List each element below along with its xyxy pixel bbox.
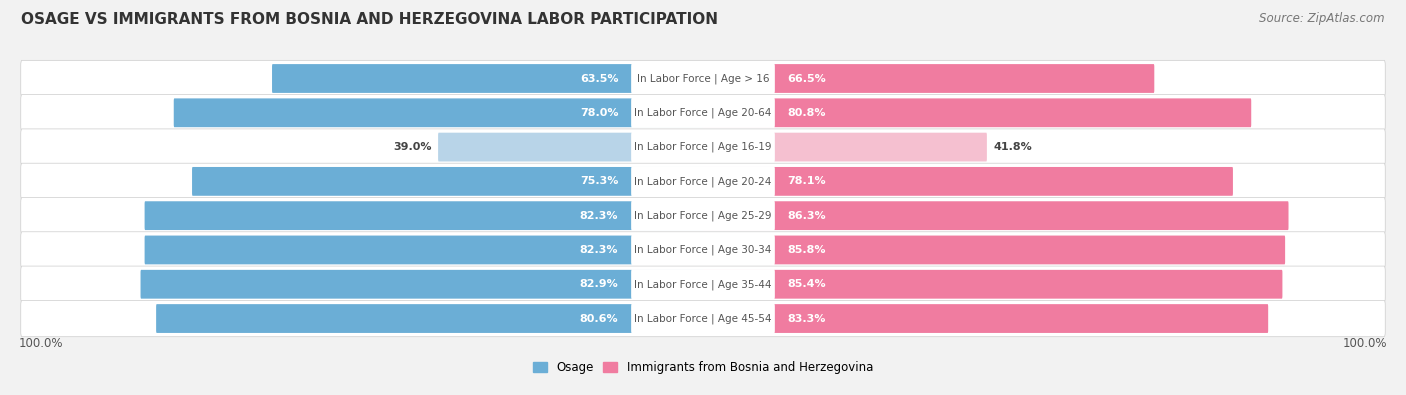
FancyBboxPatch shape xyxy=(439,133,703,162)
FancyBboxPatch shape xyxy=(703,304,1268,333)
Text: 85.8%: 85.8% xyxy=(787,245,827,255)
Text: 78.0%: 78.0% xyxy=(579,108,619,118)
FancyBboxPatch shape xyxy=(703,270,1282,299)
Text: In Labor Force | Age > 16: In Labor Force | Age > 16 xyxy=(637,73,769,84)
Text: In Labor Force | Age 30-34: In Labor Force | Age 30-34 xyxy=(634,245,772,255)
FancyBboxPatch shape xyxy=(631,201,775,231)
Text: In Labor Force | Age 45-54: In Labor Force | Age 45-54 xyxy=(634,313,772,324)
FancyBboxPatch shape xyxy=(703,64,1154,93)
Text: 80.8%: 80.8% xyxy=(787,108,827,118)
FancyBboxPatch shape xyxy=(21,266,1385,303)
Legend: Osage, Immigrants from Bosnia and Herzegovina: Osage, Immigrants from Bosnia and Herzeg… xyxy=(529,356,877,379)
FancyBboxPatch shape xyxy=(21,232,1385,268)
FancyBboxPatch shape xyxy=(21,129,1385,165)
Text: 63.5%: 63.5% xyxy=(579,73,619,83)
Text: In Labor Force | Age 20-64: In Labor Force | Age 20-64 xyxy=(634,107,772,118)
Text: 80.6%: 80.6% xyxy=(579,314,619,324)
FancyBboxPatch shape xyxy=(21,300,1385,337)
Text: 83.3%: 83.3% xyxy=(787,314,827,324)
FancyBboxPatch shape xyxy=(703,133,987,162)
Text: 100.0%: 100.0% xyxy=(1343,337,1388,350)
FancyBboxPatch shape xyxy=(631,64,775,94)
FancyBboxPatch shape xyxy=(174,98,703,127)
FancyBboxPatch shape xyxy=(145,201,703,230)
Text: OSAGE VS IMMIGRANTS FROM BOSNIA AND HERZEGOVINA LABOR PARTICIPATION: OSAGE VS IMMIGRANTS FROM BOSNIA AND HERZ… xyxy=(21,12,718,27)
FancyBboxPatch shape xyxy=(193,167,703,196)
FancyBboxPatch shape xyxy=(703,235,1285,264)
FancyBboxPatch shape xyxy=(631,235,775,265)
Text: 78.1%: 78.1% xyxy=(787,177,827,186)
FancyBboxPatch shape xyxy=(156,304,703,333)
FancyBboxPatch shape xyxy=(703,98,1251,127)
FancyBboxPatch shape xyxy=(631,98,775,128)
FancyBboxPatch shape xyxy=(21,60,1385,97)
Text: 39.0%: 39.0% xyxy=(394,142,432,152)
FancyBboxPatch shape xyxy=(703,167,1233,196)
FancyBboxPatch shape xyxy=(21,198,1385,234)
Text: In Labor Force | Age 25-29: In Labor Force | Age 25-29 xyxy=(634,211,772,221)
Text: 100.0%: 100.0% xyxy=(18,337,63,350)
FancyBboxPatch shape xyxy=(631,269,775,299)
Text: 82.3%: 82.3% xyxy=(579,245,619,255)
Text: 82.3%: 82.3% xyxy=(579,211,619,221)
FancyBboxPatch shape xyxy=(271,64,703,93)
FancyBboxPatch shape xyxy=(21,95,1385,131)
FancyBboxPatch shape xyxy=(631,132,775,162)
FancyBboxPatch shape xyxy=(631,166,775,196)
Text: 41.8%: 41.8% xyxy=(993,142,1032,152)
Text: Source: ZipAtlas.com: Source: ZipAtlas.com xyxy=(1260,12,1385,25)
Text: In Labor Force | Age 20-24: In Labor Force | Age 20-24 xyxy=(634,176,772,186)
Text: 82.9%: 82.9% xyxy=(579,279,619,289)
Text: 75.3%: 75.3% xyxy=(579,177,619,186)
FancyBboxPatch shape xyxy=(703,201,1288,230)
FancyBboxPatch shape xyxy=(631,303,775,334)
Text: In Labor Force | Age 16-19: In Labor Force | Age 16-19 xyxy=(634,142,772,152)
Text: 66.5%: 66.5% xyxy=(787,73,827,83)
FancyBboxPatch shape xyxy=(141,270,703,299)
Text: 85.4%: 85.4% xyxy=(787,279,827,289)
Text: In Labor Force | Age 35-44: In Labor Force | Age 35-44 xyxy=(634,279,772,290)
FancyBboxPatch shape xyxy=(21,163,1385,199)
FancyBboxPatch shape xyxy=(145,235,703,264)
Text: 86.3%: 86.3% xyxy=(787,211,827,221)
